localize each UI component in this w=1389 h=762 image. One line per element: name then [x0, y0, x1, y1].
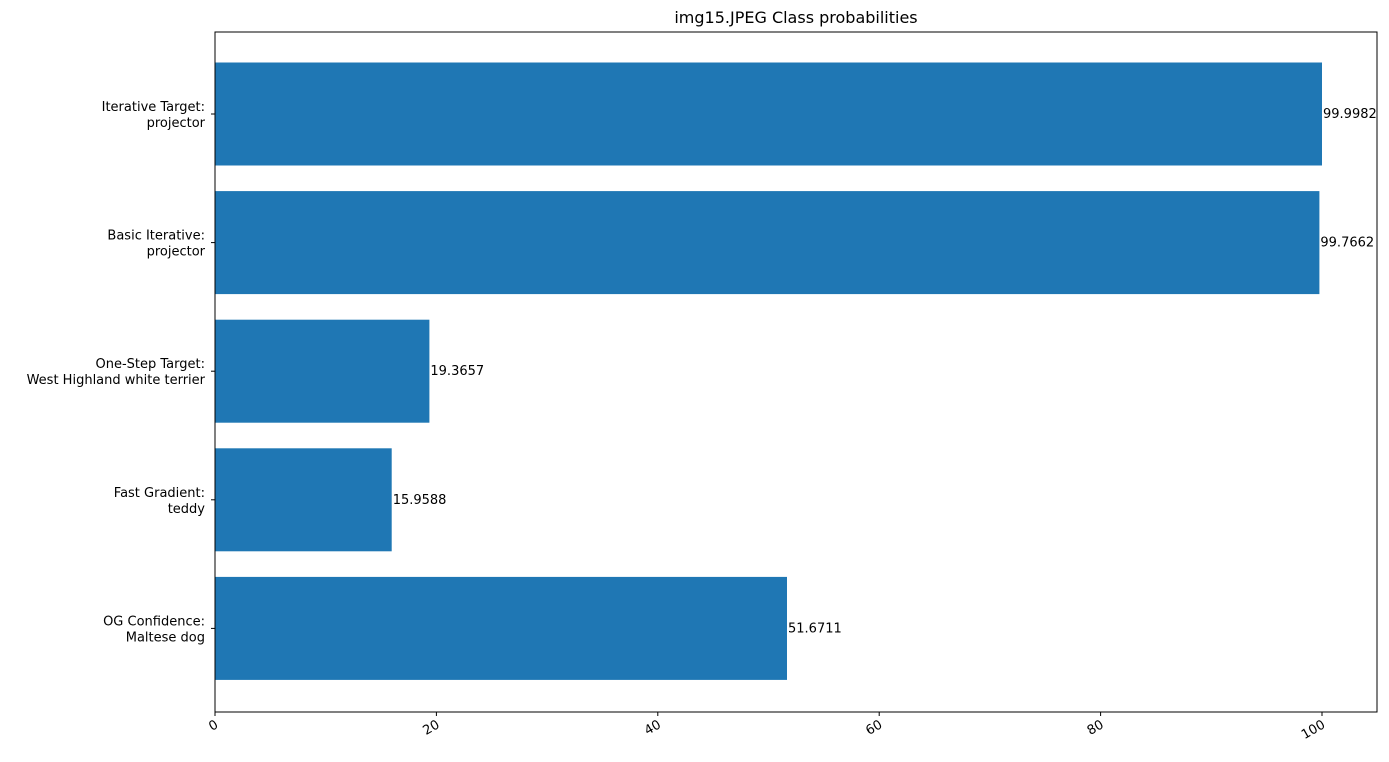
- bars-layer: [215, 62, 1322, 680]
- y-tick-label-3-line-1: teddy: [168, 502, 206, 517]
- y-tick-label-1-line-0: Basic Iterative:: [107, 229, 205, 244]
- x-tick-label-4: 80: [1085, 717, 1107, 738]
- bar-2: [215, 319, 430, 423]
- bar-value-label-3: 15.9588: [393, 493, 447, 508]
- y-tick-label-1-line-1: projector: [147, 245, 206, 260]
- bar-value-label-4: 51.6711: [788, 621, 842, 636]
- bar-value-label-2: 19.3657: [430, 364, 484, 379]
- x-tick-label-0: 0: [206, 717, 221, 734]
- value-labels-layer: 99.9982 99.7662 19.3657 15.9588 51.6711: [393, 107, 1377, 636]
- y-tick-label-4-line-1: Maltese dog: [126, 630, 205, 645]
- x-tick-label-3: 60: [863, 717, 885, 738]
- bar-3: [215, 448, 392, 552]
- y-tick-label-0-line-0: Iterative Target:: [102, 100, 205, 115]
- x-tick-label-5: 100: [1299, 717, 1328, 742]
- y-tick-label-2-line-0: One-Step Target:: [96, 357, 206, 372]
- chart-title: img15.JPEG Class probabilities: [674, 8, 917, 27]
- y-tick-label-4-line-0: OG Confidence:: [103, 614, 205, 629]
- y-tick-label-3-line-0: Fast Gradient:: [114, 486, 205, 501]
- bar-4: [215, 576, 787, 680]
- x-tick-label-1: 20: [421, 717, 443, 738]
- plot-frame: [214, 31, 1378, 713]
- x-axis-ticks: 0 20 40 60 80 100: [206, 712, 1328, 743]
- bar-1: [215, 191, 1320, 295]
- bar-0: [215, 62, 1322, 166]
- bar-value-label-0: 99.9982: [1323, 107, 1377, 122]
- x-tick-label-2: 40: [642, 717, 664, 738]
- y-tick-label-0-line-1: projector: [147, 116, 206, 131]
- y-tick-label-2-line-1: West Highland white terrier: [27, 373, 206, 388]
- bar-value-label-1: 99.7662: [1320, 236, 1374, 251]
